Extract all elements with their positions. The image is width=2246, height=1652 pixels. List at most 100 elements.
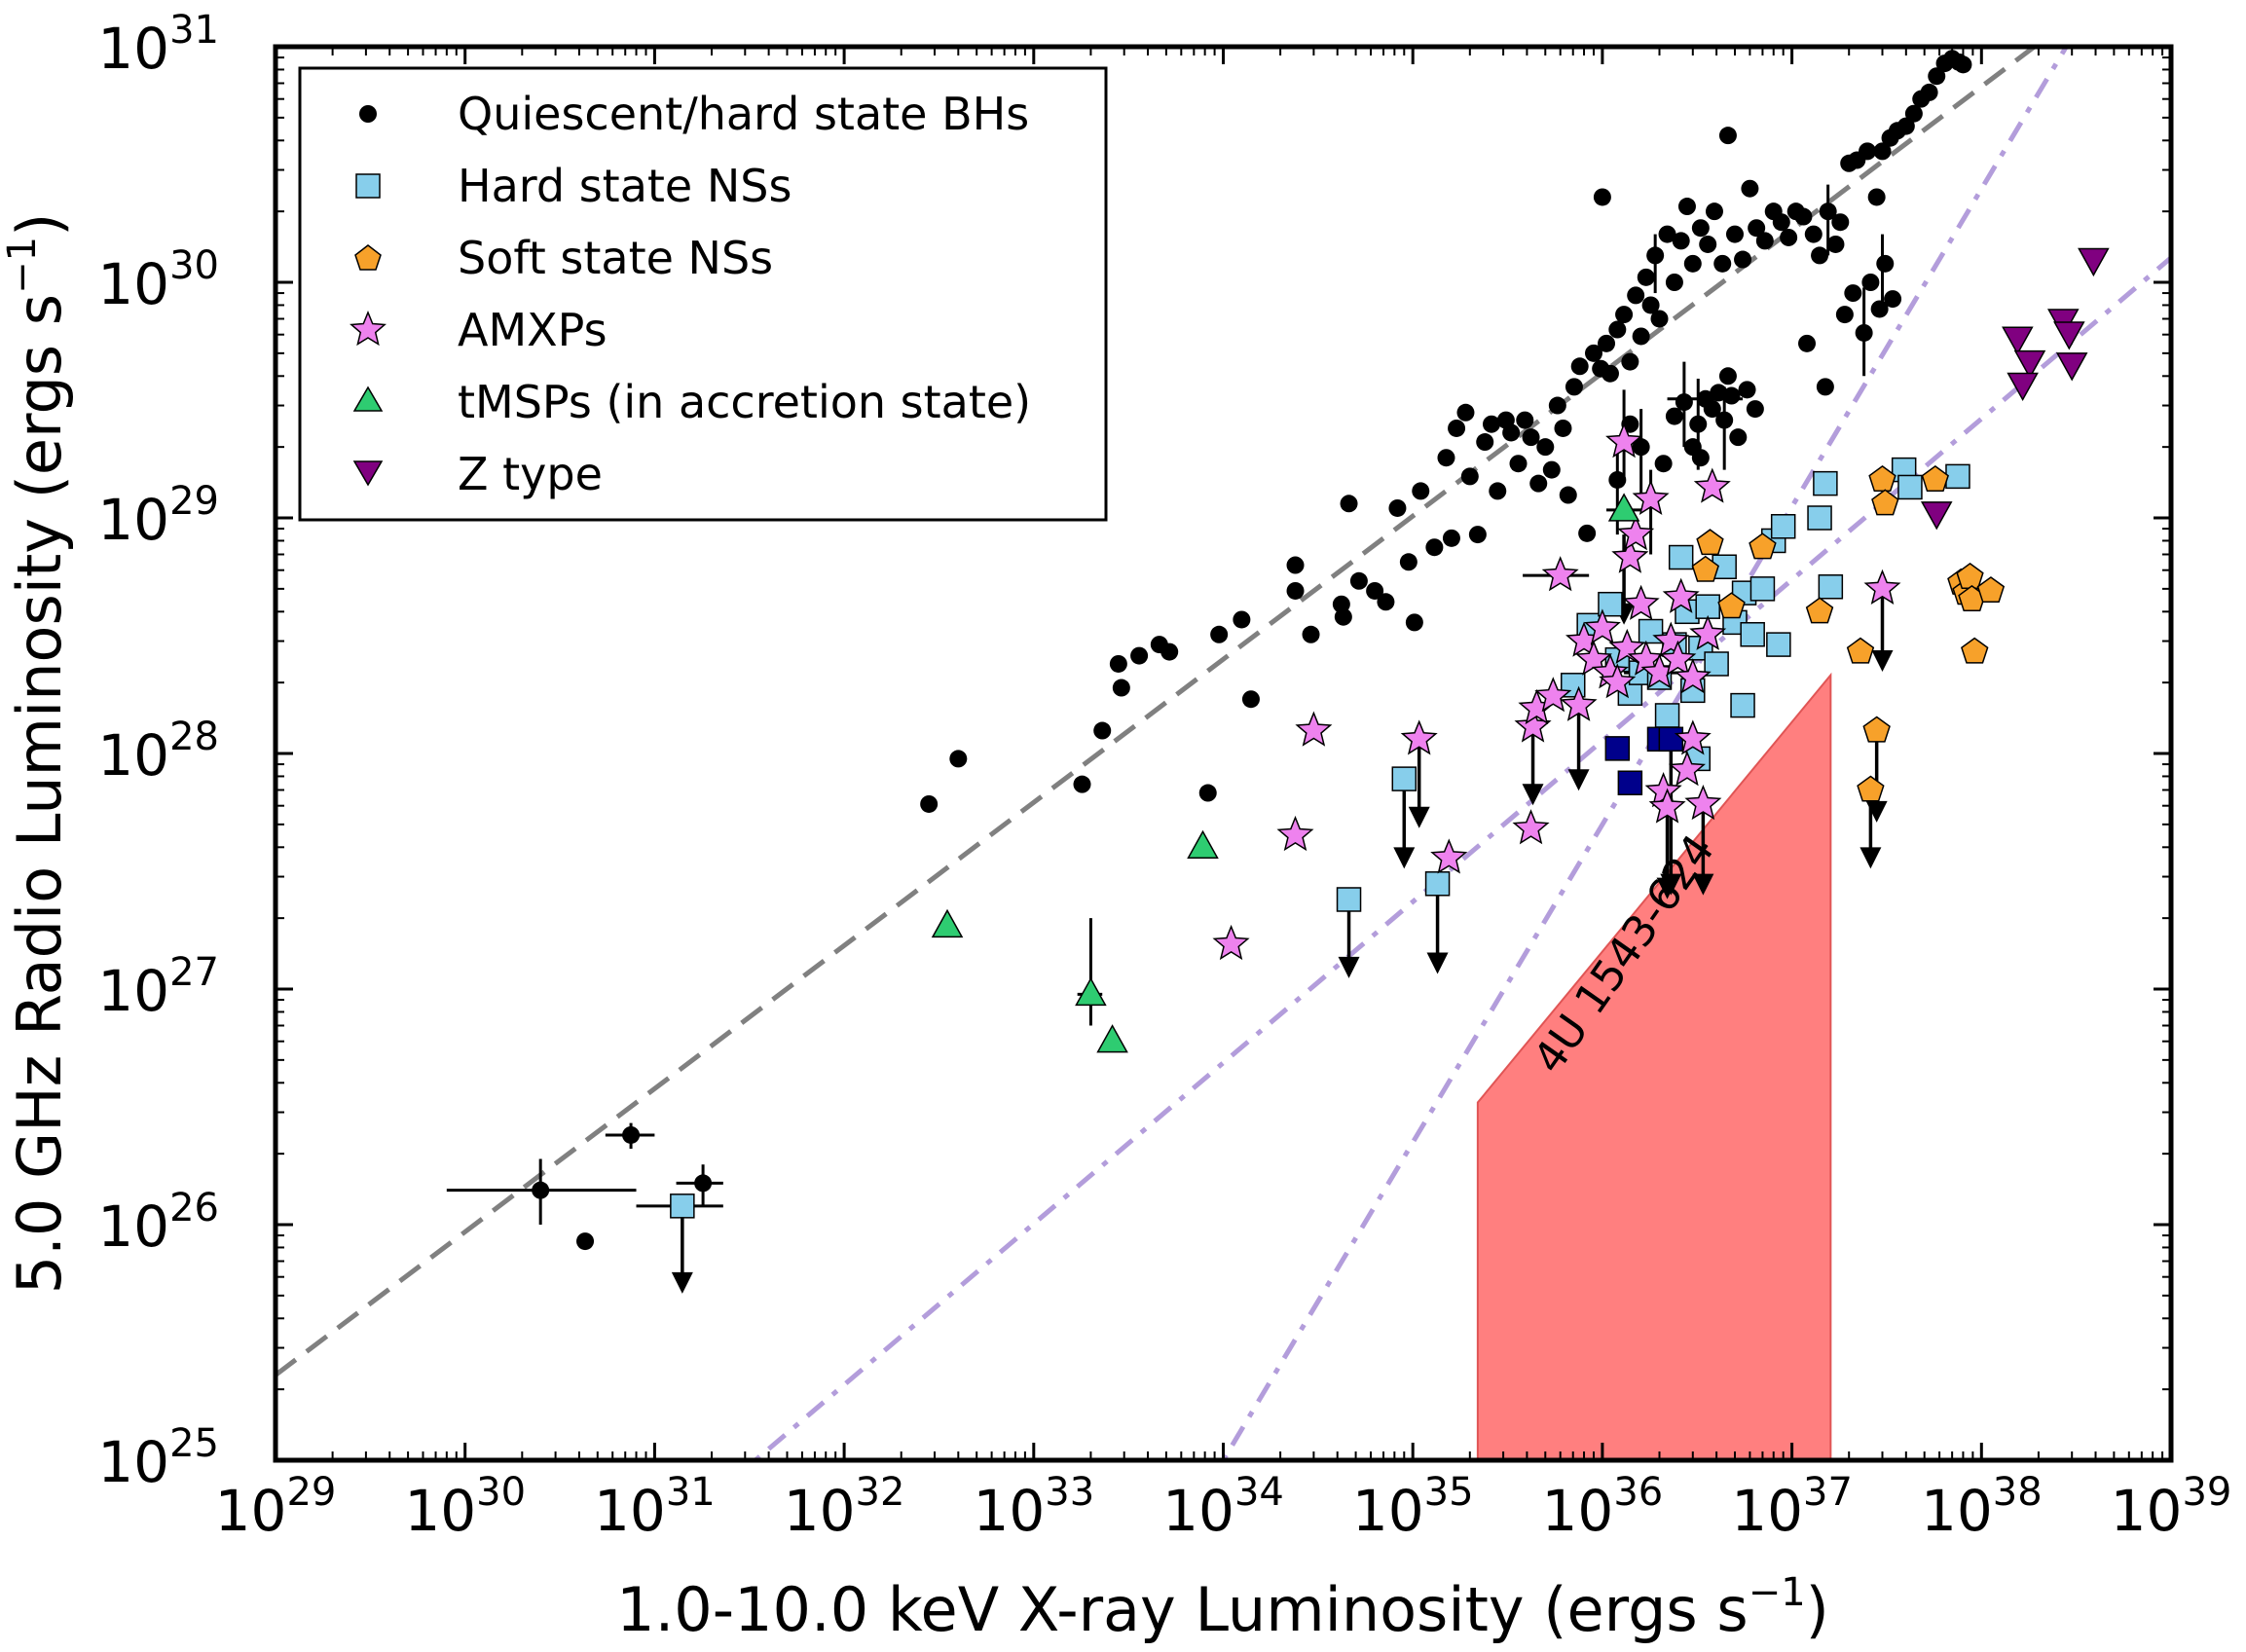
point-amxp-9 — [1541, 556, 1579, 592]
x-tick-label-5: 1034 — [1162, 1470, 1284, 1544]
point-bh-49 — [1554, 419, 1572, 437]
point-bh-31 — [1437, 449, 1455, 467]
point-bh-119 — [1665, 407, 1683, 425]
point-hard-ns-27 — [1730, 692, 1755, 718]
x-tick-label-8: 1037 — [1731, 1470, 1853, 1544]
point-bh-117 — [1691, 449, 1710, 467]
point-bh-120 — [1718, 367, 1737, 385]
point-amxp-2 — [1295, 711, 1333, 747]
x-tick-label-base-5: 10 — [1162, 1478, 1234, 1544]
legend-marker-z-type — [352, 460, 384, 487]
legend-item-soft-ns: Soft state NSs — [354, 232, 773, 284]
x-tick-label-2: 1031 — [594, 1470, 716, 1544]
point-soft-ns-0 — [1691, 555, 1719, 582]
y-tick-label-base-3: 10 — [97, 722, 169, 789]
point-amxp-25 — [1648, 788, 1686, 824]
highlight-region: 4U 1543-624 — [1476, 672, 1832, 1460]
y-tick-label-base-2: 10 — [97, 958, 169, 1024]
y-tick-label-5: 1030 — [97, 243, 219, 317]
point-bh-123 — [1654, 455, 1673, 473]
point-bh-97 — [1873, 142, 1892, 161]
point-bh-30 — [1425, 538, 1444, 557]
point-bh-101 — [1904, 104, 1923, 123]
upper-limit-arrowhead-5 — [1567, 769, 1590, 791]
point-bh-131 — [1855, 323, 1873, 342]
point-soft-ns-4 — [1805, 597, 1834, 624]
x-tick-label-base-3: 10 — [784, 1478, 856, 1544]
point-bh-23 — [1349, 571, 1368, 590]
point-bh-80 — [1741, 179, 1759, 198]
point-soft-ns-9 — [1871, 489, 1899, 516]
legend-label-amxp: AMXPs — [458, 304, 608, 356]
point-amxp-18 — [1611, 537, 1649, 573]
x-axis-label: 1.0-10.0 keV X-ray Luminosity (ergs s−1) — [616, 1570, 1829, 1645]
point-z-type-0 — [1920, 501, 1953, 531]
x-tick-label-exp-7: 36 — [1613, 1470, 1663, 1515]
legend-label-hard-ns: Hard state NSs — [458, 160, 792, 212]
point-bh-90 — [1819, 202, 1837, 221]
point-bh-76 — [1713, 254, 1732, 273]
point-bh-95 — [1859, 142, 1877, 161]
legend-marker-soft-ns — [354, 244, 382, 271]
point-bh-100 — [1896, 117, 1915, 135]
point-tmsp-4 — [1607, 493, 1640, 522]
y-tick-label-base-1: 10 — [97, 1193, 169, 1260]
point-bh-44 — [1522, 428, 1540, 447]
point-bh-72 — [1683, 254, 1702, 273]
point-bh-132 — [1861, 274, 1880, 291]
y-tick-label-4: 1029 — [97, 479, 219, 553]
point-bh-65 — [1641, 296, 1660, 314]
point-bh-111 — [1703, 400, 1721, 419]
point-bh-128 — [1816, 378, 1834, 396]
point-bh-133 — [1870, 300, 1889, 318]
upper-limit-arrowhead-4 — [1408, 806, 1430, 828]
point-bh-27 — [1399, 553, 1418, 571]
point-bh-26 — [1388, 498, 1407, 517]
legend: Quiescent/hard state BHs Hard state NSs … — [298, 66, 1108, 522]
point-bh-134 — [1876, 254, 1895, 273]
point-bh-32 — [1442, 529, 1460, 547]
point-hard-ns-30 — [1807, 505, 1832, 531]
point-bh-63 — [1632, 327, 1650, 346]
point-soft-ns-8 — [1868, 464, 1896, 493]
point-hard-ns-23 — [1740, 622, 1765, 647]
point-amxp-27 — [1659, 640, 1697, 676]
y-tick-label-base-0: 10 — [97, 1429, 169, 1495]
upper-limit-arrowhead-12 — [1871, 649, 1894, 672]
point-amxp-32 — [1684, 785, 1722, 821]
point-amxp-4 — [1430, 838, 1468, 874]
upper-limit-arrowhead-8 — [1660, 873, 1682, 896]
point-hard-ns-32 — [1818, 574, 1844, 600]
legend-label-bh: Quiescent/hard state BHs — [458, 88, 1029, 140]
point-bh-91 — [1826, 235, 1845, 253]
point-amxp-16 — [1605, 422, 1643, 459]
point-bh-108 — [1954, 55, 1972, 74]
point-bh-75 — [1705, 202, 1723, 221]
point-hard-ns-28 — [1766, 632, 1791, 657]
point-soft-ns-10 — [1921, 464, 1949, 493]
point-bh-24 — [1366, 581, 1384, 600]
point-bh-68 — [1658, 225, 1676, 243]
point-bh-47 — [1542, 460, 1561, 479]
point-amxp-20 — [1622, 584, 1660, 620]
legend-item-z-type: Z type — [352, 448, 603, 500]
point-bh-41 — [1502, 423, 1521, 442]
y-tick-label-0: 1025 — [97, 1421, 219, 1495]
x-tick-label-7: 1036 — [1542, 1470, 1664, 1544]
point-soft-ns-15 — [1961, 637, 1989, 664]
x-tick-label-base-2: 10 — [594, 1478, 666, 1544]
point-hard-ns-0 — [670, 1193, 695, 1219]
point-bh-0 — [532, 1181, 550, 1199]
point-z-type-5 — [2053, 321, 2085, 350]
x-tick-label-exp-5: 34 — [1234, 1470, 1284, 1515]
point-bh-78 — [1725, 225, 1744, 243]
point-bh-60 — [1615, 306, 1634, 324]
legend-item-hard-ns: Hard state NSs — [355, 160, 792, 212]
upper-limit-arrowhead-2 — [1393, 847, 1416, 869]
point-bh-54 — [1584, 344, 1602, 362]
point-z-type-3 — [2007, 372, 2039, 402]
point-bh-121 — [1738, 381, 1756, 399]
point-hard-ns-18 — [1695, 594, 1720, 619]
point-bh-129 — [1835, 306, 1854, 324]
